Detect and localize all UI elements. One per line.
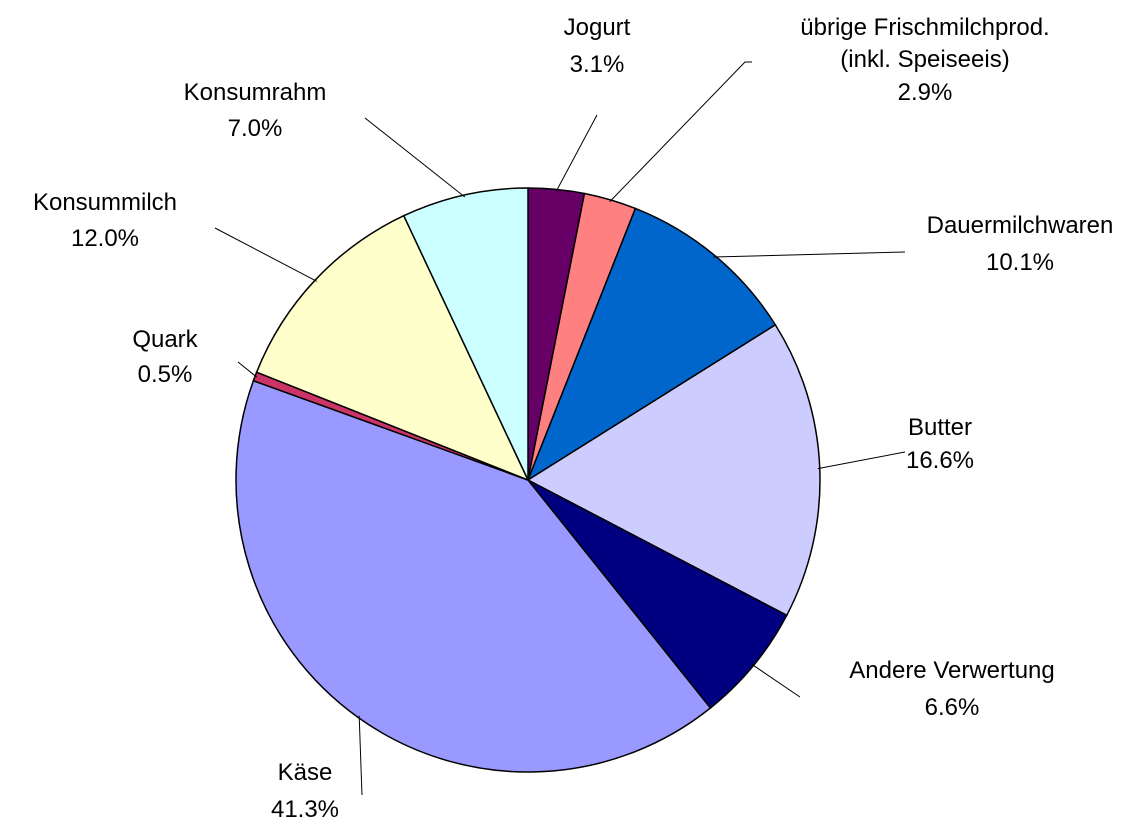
leader-line: [817, 451, 906, 470]
leader-line: [751, 663, 801, 698]
leader-line: [555, 114, 598, 192]
value-label: 12.0%: [71, 225, 139, 252]
value-label: 10.1%: [986, 249, 1054, 276]
value-label: 6.6%: [925, 694, 980, 721]
slice-label: Käse: [278, 759, 333, 786]
slice-label: Butter: [908, 414, 972, 441]
pie-slice: [235, 379, 712, 773]
slice-label: Quark: [132, 326, 198, 353]
value-label: 16.6%: [906, 447, 974, 474]
value-label: 41.3%: [271, 796, 339, 823]
leader-line: [713, 251, 906, 258]
pie-slice: [255, 214, 530, 482]
slice-label: Dauermilchwaren: [927, 212, 1114, 239]
slice-label: übrige Frischmilchprod. (inkl. Speiseeis): [800, 14, 1049, 73]
pie-slice: [402, 187, 529, 481]
leader-line: [364, 117, 466, 198]
leader-line: [609, 61, 752, 203]
label-line: (inkl. Speiseeis): [840, 46, 1009, 73]
pie-slice: [526, 207, 777, 482]
leader-line: [358, 715, 363, 796]
slice-label: Andere Verwertung: [849, 657, 1054, 684]
value-label: 7.0%: [228, 115, 283, 142]
value-label: 0.5%: [138, 361, 193, 388]
leader-line: [214, 227, 317, 282]
value-label: 2.9%: [898, 79, 953, 106]
slice-label: Konsumrahm: [184, 79, 327, 106]
slice-label: Konsummilch: [33, 189, 177, 216]
value-label: 3.1%: [570, 51, 625, 78]
label-line: übrige Frischmilchprod.: [800, 14, 1049, 41]
slice-label: Jogurt: [564, 14, 631, 41]
leader-line: [237, 361, 258, 378]
